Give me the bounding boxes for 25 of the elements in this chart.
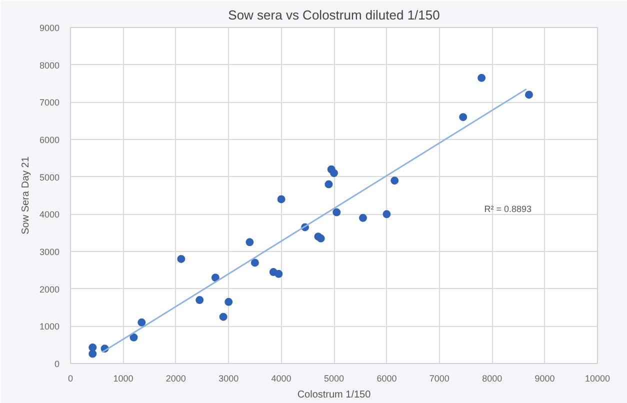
y-tick-label: 6000	[39, 135, 60, 145]
y-tick-label: 3000	[39, 247, 60, 257]
x-tick-label: 3000	[218, 374, 239, 384]
x-tick-label: 9000	[534, 374, 555, 384]
x-tick-label: 4000	[271, 374, 292, 384]
annotation: R² = 0.8893	[484, 204, 532, 214]
y-tick-label: 2000	[39, 284, 60, 294]
y-tick-label: 5000	[39, 172, 60, 182]
x-tick-label: 7000	[429, 374, 450, 384]
y-tick-label: 4000	[39, 210, 60, 220]
x-axis-title: Colostrum 1/150	[297, 390, 372, 400]
y-tick-label: 8000	[39, 60, 60, 70]
x-tick-label: 1000	[113, 374, 134, 384]
y-tick-label: 1000	[39, 322, 60, 332]
x-tick-label: 10000	[584, 374, 610, 384]
x-tick-label: 2000	[166, 374, 186, 384]
x-tick-label: 5000	[324, 374, 344, 384]
chart-title: Sow sera vs Colostrum diluted 1/150	[228, 8, 440, 22]
y-tick-label: 9000	[39, 23, 60, 33]
y-tick-label: 7000	[39, 98, 60, 108]
y-tick-label: 0	[54, 359, 60, 369]
y-axis-title: Sow Sera Day 21	[20, 156, 32, 234]
x-tick-label: 6000	[376, 374, 397, 384]
x-tick-label: 0	[68, 374, 74, 384]
x-tick-label: 8000	[482, 374, 502, 384]
